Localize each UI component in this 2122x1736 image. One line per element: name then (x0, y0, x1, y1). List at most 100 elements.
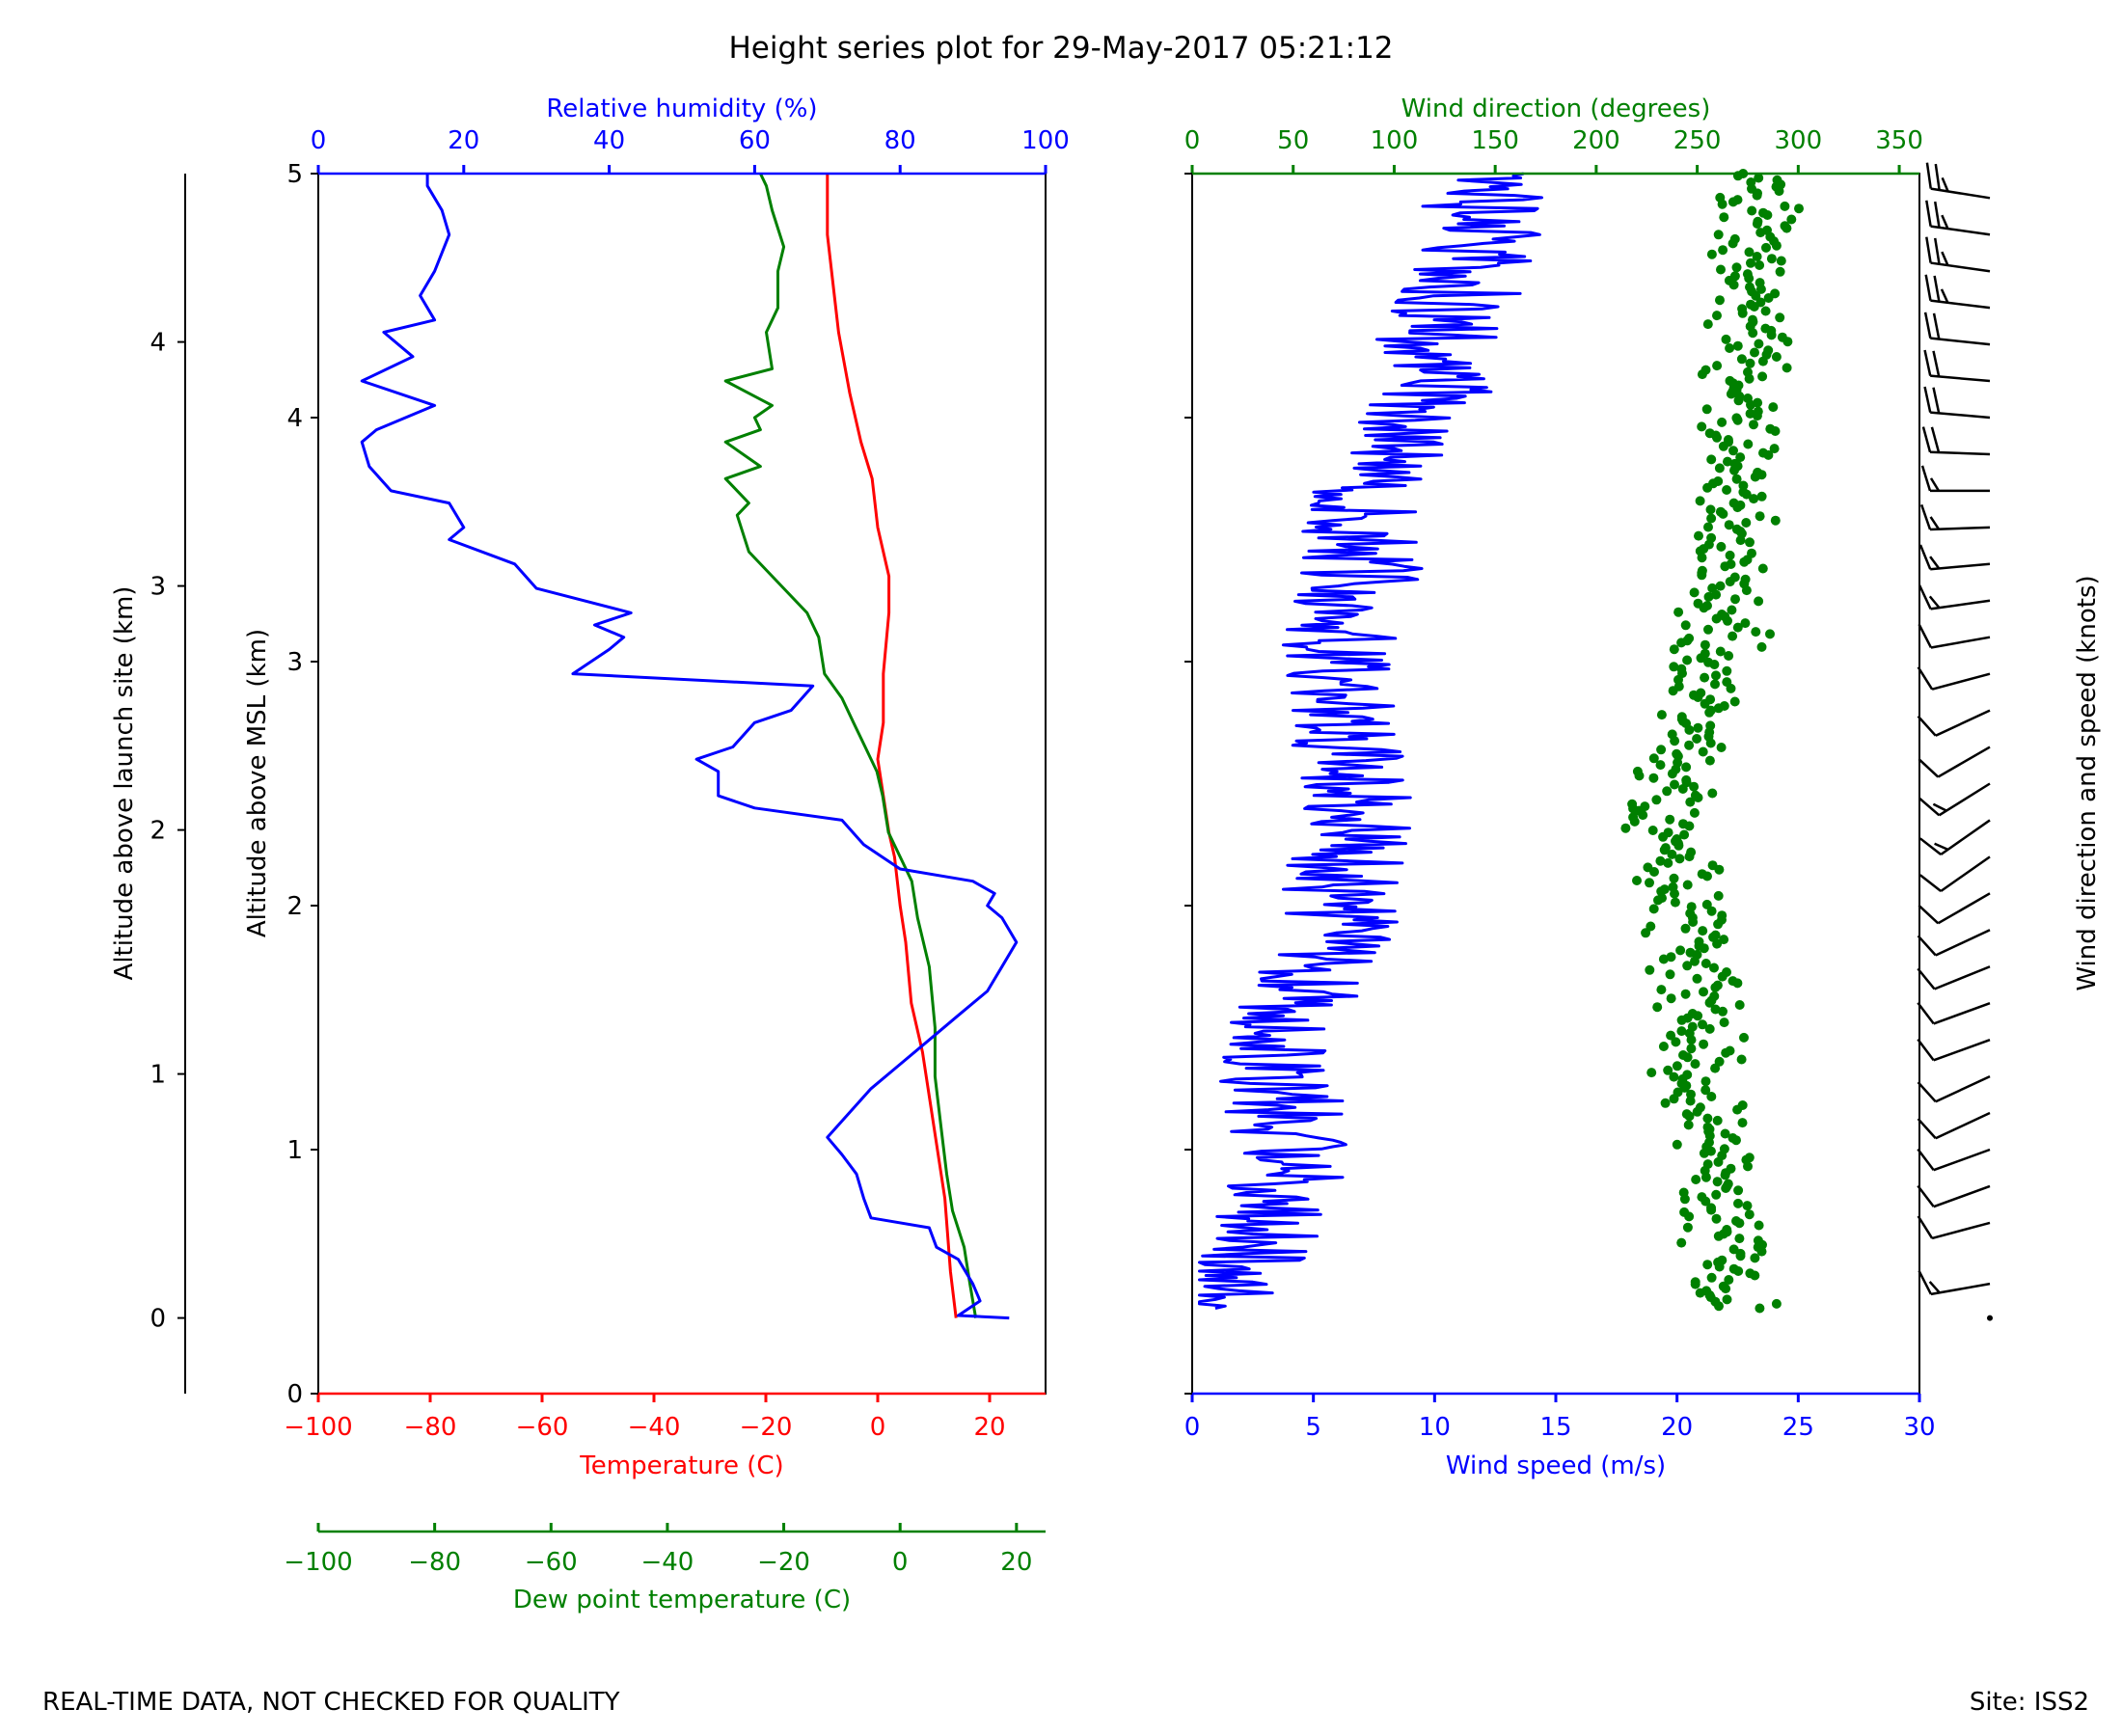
wind-direction-point (1705, 504, 1716, 515)
wind-barb-shaft (1937, 892, 1991, 925)
wind-direction-point (1676, 1237, 1687, 1248)
wind-direction-point (1691, 1175, 1701, 1184)
wind-direction-point (1728, 1244, 1739, 1255)
wind-direction-point (1724, 520, 1734, 530)
wind-direction-point (1682, 961, 1693, 971)
wind-direction-point (1678, 1050, 1688, 1060)
wind-direction-point (1717, 417, 1728, 427)
wind-direction-point (1714, 463, 1725, 474)
wind-direction-point (1652, 1002, 1663, 1013)
wind-speed-tick-label: 20 (1661, 1413, 1693, 1442)
wind-direction-point (1709, 990, 1720, 1001)
wind-direction-point (1756, 491, 1767, 502)
wind-direction-point (1666, 952, 1676, 963)
wind-barb-shaft (1935, 1111, 1991, 1140)
wind-direction-point (1660, 843, 1671, 854)
wind-direction-point (1743, 439, 1754, 449)
wind-direction-point (1692, 973, 1702, 984)
wind-direction-point (1710, 679, 1720, 690)
wind-barb (1918, 819, 1991, 856)
wind-direction-point (1627, 799, 1638, 809)
wind-direction-point (1754, 339, 1764, 349)
wind-direction-point (1729, 572, 1740, 583)
wind-direction-point (1698, 746, 1708, 757)
wind-direction-point (1733, 1198, 1743, 1208)
wind-barb-feather (1917, 1148, 1935, 1171)
wind-direction-point (1742, 269, 1753, 280)
launch-tick-label: 4 (150, 329, 166, 358)
wind-direction-point (1728, 498, 1739, 508)
wind-direction-point (1709, 963, 1719, 973)
wind-direction-point (1745, 282, 1755, 292)
wind-barb-feather (1917, 1215, 1934, 1239)
wind-direction-point (1719, 701, 1729, 711)
wind-barb-shaft (1937, 746, 1991, 778)
wind-barb-feather (1921, 426, 1932, 453)
wind-barb-feather (1932, 387, 1941, 414)
wind-direction-point (1718, 1281, 1728, 1291)
wind-barb-feather (1918, 584, 1932, 610)
wind-direction-point (1671, 1037, 1681, 1047)
wind-direction-point (1722, 1225, 1732, 1234)
wind-direction-point (1705, 694, 1716, 705)
wind-barb-feather (1917, 715, 1937, 737)
wind-direction-point (1725, 550, 1735, 560)
wind-ticks: 0 50 100 150 200 250 300 350 0 5 10 15 20 25 30 (1184, 126, 1936, 1442)
wind-direction-point (1726, 1163, 1736, 1174)
launch-tick-label: 2 (150, 817, 166, 846)
wind-direction-point (1710, 1004, 1721, 1015)
wind-direction-point (1745, 1268, 1755, 1279)
wind-barb-feather (1941, 176, 1949, 192)
wind-direction-point (1719, 212, 1729, 223)
wind-barb-feather (1929, 516, 1941, 530)
wind-direction-point (1753, 1235, 1763, 1246)
launch-tick-label: 0 (150, 1305, 166, 1334)
wind-direction-point (1728, 976, 1738, 987)
wind-barb-shaft (1930, 299, 1991, 310)
wind-barb-feather (1933, 275, 1941, 302)
wind-direction-point (1683, 1120, 1694, 1130)
wind-barb (1918, 746, 1991, 778)
wind-direction-point (1640, 801, 1650, 812)
wind-direction-point (1706, 249, 1717, 259)
wind-direction-point (1681, 762, 1692, 773)
wind-direction-point (1646, 921, 1656, 932)
wind-barb-shaft (1930, 636, 1991, 649)
wind-direction-point (1741, 518, 1752, 528)
wind-barb (1923, 386, 1991, 420)
wind-direction-point (1713, 230, 1724, 240)
wind-direction-point (1670, 779, 1679, 790)
wind-direction-point (1647, 826, 1658, 835)
wind-barb-feather (1925, 200, 1932, 227)
wind-direction-point (1672, 1139, 1682, 1150)
temperature-tick-label: −100 (284, 1413, 352, 1442)
wind-direction-point (1751, 627, 1761, 637)
wind-panel: 0 50 100 150 200 250 300 350 0 5 10 15 20 25 30 Wind d… (1184, 95, 2102, 1480)
wind-direction-point (1655, 760, 1666, 771)
wind-direction-point (1737, 304, 1748, 314)
wind-direction-point (1656, 745, 1667, 755)
wind-direction-point (1715, 646, 1726, 657)
chart-title: Height series plot for 29-May-2017 05:21… (728, 31, 1393, 66)
wind-direction-point (1744, 1209, 1755, 1220)
wind-direction-point (1710, 930, 1721, 940)
wind-barb-feather (1917, 935, 1937, 957)
wind-direction-point (1719, 1144, 1729, 1154)
temperature-tick-label: −80 (404, 1413, 457, 1442)
wind-direction-point (1743, 393, 1753, 403)
wind-direction-point (1676, 712, 1687, 722)
wind-direction-point (1700, 959, 1711, 968)
wind-direction-point (1704, 1023, 1715, 1034)
wind-direction-point (1757, 563, 1768, 574)
wind-barb-feather (1928, 595, 1941, 609)
wind-direction-point (1765, 629, 1775, 639)
wind-barb-calm (1987, 1315, 1993, 1321)
wind-barb-feather (1917, 1081, 1937, 1103)
wind-dir-tick-label: 200 (1572, 126, 1620, 155)
wind-direction-point (1716, 264, 1726, 275)
wind-direction-point (1717, 610, 1728, 619)
dewpoint-tick-label: −80 (408, 1548, 461, 1577)
msl-tick-label: 1 (286, 1136, 303, 1165)
wind-direction-point (1719, 935, 1729, 945)
wind-barb (1917, 665, 1991, 691)
